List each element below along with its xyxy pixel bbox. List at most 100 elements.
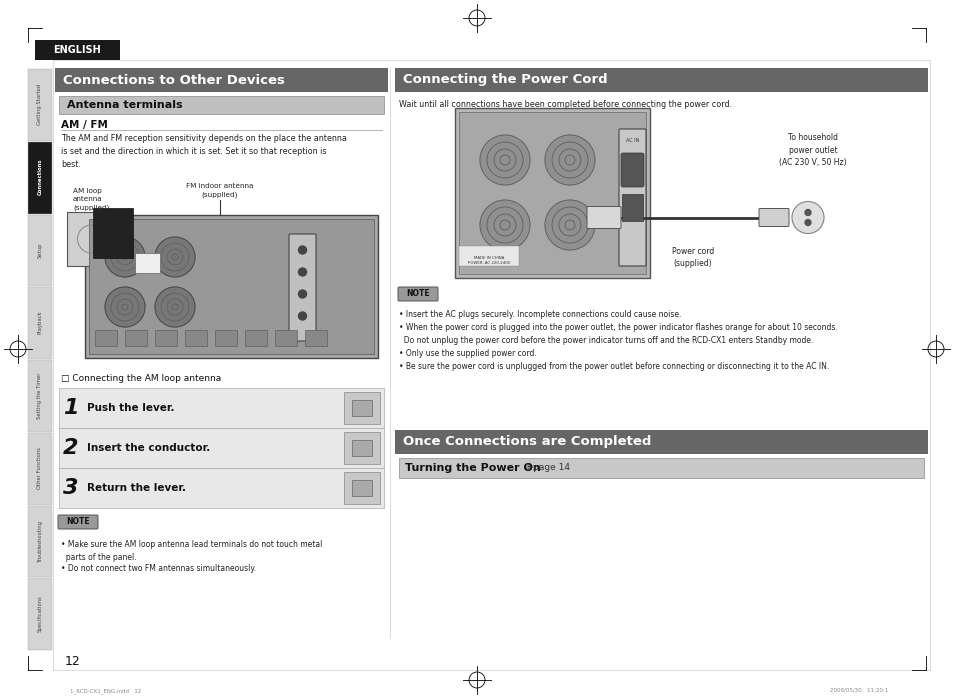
FancyBboxPatch shape <box>458 246 518 266</box>
FancyBboxPatch shape <box>398 458 923 478</box>
Text: ENGLISH: ENGLISH <box>53 45 101 55</box>
Text: Wait until all connections have been completed before connecting the power cord.: Wait until all connections have been com… <box>398 100 731 109</box>
FancyBboxPatch shape <box>395 68 927 92</box>
Text: ⑧page 14: ⑧page 14 <box>524 463 569 473</box>
Circle shape <box>479 135 530 185</box>
Circle shape <box>544 135 595 185</box>
Text: To household
power outlet
(AC 230 V, 50 Hz): To household power outlet (AC 230 V, 50 … <box>779 133 846 168</box>
Text: • When the power cord is plugged into the power outlet, the power indicator flas: • When the power cord is plugged into th… <box>398 323 837 332</box>
Text: Connections to Other Devices: Connections to Other Devices <box>63 73 285 87</box>
Text: Connecting the Power Cord: Connecting the Power Cord <box>402 73 607 87</box>
Text: 1_RCD-CX1_ENG.indd   12: 1_RCD-CX1_ENG.indd 12 <box>70 688 141 694</box>
FancyBboxPatch shape <box>53 60 929 670</box>
FancyBboxPatch shape <box>586 207 620 228</box>
Circle shape <box>154 237 194 277</box>
FancyBboxPatch shape <box>89 219 374 354</box>
Text: AM / FM: AM / FM <box>61 120 108 130</box>
FancyBboxPatch shape <box>305 330 327 346</box>
FancyBboxPatch shape <box>59 468 384 508</box>
Text: Turning the Power On: Turning the Power On <box>405 463 540 473</box>
FancyBboxPatch shape <box>28 69 52 141</box>
FancyBboxPatch shape <box>759 209 788 226</box>
Circle shape <box>105 287 145 327</box>
FancyBboxPatch shape <box>458 112 645 274</box>
FancyBboxPatch shape <box>352 440 372 456</box>
FancyBboxPatch shape <box>59 96 384 114</box>
FancyBboxPatch shape <box>28 142 52 214</box>
Text: Push the lever.: Push the lever. <box>87 403 174 413</box>
FancyBboxPatch shape <box>352 480 372 496</box>
Text: Setup: Setup <box>37 242 43 258</box>
Text: Return the lever.: Return the lever. <box>87 483 186 493</box>
Circle shape <box>804 209 810 216</box>
FancyBboxPatch shape <box>58 515 98 529</box>
Text: NOTE: NOTE <box>406 290 430 299</box>
FancyBboxPatch shape <box>28 288 52 359</box>
Circle shape <box>804 219 810 225</box>
FancyBboxPatch shape <box>154 330 177 346</box>
Text: NOTE: NOTE <box>66 517 90 526</box>
FancyBboxPatch shape <box>344 472 379 504</box>
Text: • Make sure the AM loop antenna lead terminals do not touch metal
  parts of the: • Make sure the AM loop antenna lead ter… <box>61 540 322 561</box>
Text: AC IN: AC IN <box>625 138 639 143</box>
Circle shape <box>298 312 306 320</box>
FancyBboxPatch shape <box>85 215 377 358</box>
FancyBboxPatch shape <box>55 68 388 92</box>
FancyBboxPatch shape <box>35 40 120 60</box>
Text: MADE IN CHINA
POWER: AC 220-240V: MADE IN CHINA POWER: AC 220-240V <box>467 256 510 265</box>
FancyBboxPatch shape <box>28 505 52 577</box>
Text: Do not unplug the power cord before the power indicator turns off and the RCD-CX: Do not unplug the power cord before the … <box>398 336 813 345</box>
Text: Playback: Playback <box>37 311 43 334</box>
FancyBboxPatch shape <box>67 212 116 266</box>
Text: Getting Started: Getting Started <box>37 84 43 125</box>
FancyBboxPatch shape <box>92 208 132 258</box>
Text: Troubleshooting: Troubleshooting <box>37 520 43 562</box>
Circle shape <box>544 200 595 250</box>
FancyBboxPatch shape <box>28 360 52 432</box>
FancyBboxPatch shape <box>185 330 207 346</box>
FancyBboxPatch shape <box>28 433 52 505</box>
Text: Antenna terminals: Antenna terminals <box>67 100 182 110</box>
Text: FM indoor antenna
(supplied): FM indoor antenna (supplied) <box>186 183 253 198</box>
Text: 2008/05/30   11:20:1: 2008/05/30 11:20:1 <box>829 688 887 693</box>
FancyBboxPatch shape <box>59 388 384 428</box>
FancyBboxPatch shape <box>59 428 384 468</box>
Text: Power cord
(supplied): Power cord (supplied) <box>671 248 714 268</box>
Text: • Be sure the power cord is unplugged from the power outlet before connecting or: • Be sure the power cord is unplugged fr… <box>398 362 828 371</box>
FancyBboxPatch shape <box>618 129 645 266</box>
Text: AM loop
antenna
(supplied): AM loop antenna (supplied) <box>73 188 110 211</box>
FancyBboxPatch shape <box>289 234 315 341</box>
Text: • Only use the supplied power cord.: • Only use the supplied power cord. <box>398 349 537 358</box>
FancyBboxPatch shape <box>214 330 236 346</box>
Circle shape <box>298 290 306 298</box>
Circle shape <box>105 237 145 277</box>
FancyBboxPatch shape <box>621 194 642 221</box>
FancyBboxPatch shape <box>344 392 379 424</box>
Text: 2: 2 <box>63 438 79 458</box>
FancyBboxPatch shape <box>245 330 267 346</box>
FancyBboxPatch shape <box>125 330 147 346</box>
Text: • Do not connect two FM antennas simultaneously.: • Do not connect two FM antennas simulta… <box>61 564 255 573</box>
Text: □ Connecting the AM loop antenna: □ Connecting the AM loop antenna <box>61 374 221 383</box>
Text: 12: 12 <box>65 655 81 668</box>
FancyBboxPatch shape <box>397 287 437 301</box>
Text: Connections: Connections <box>37 159 43 195</box>
Text: • Insert the AC plugs securely. Incomplete connections could cause noise.: • Insert the AC plugs securely. Incomple… <box>398 310 680 319</box>
Circle shape <box>298 268 306 276</box>
FancyBboxPatch shape <box>395 430 927 454</box>
Text: Specifications: Specifications <box>37 595 43 632</box>
Text: The AM and FM reception sensitivity depends on the place the antenna
is set and : The AM and FM reception sensitivity depe… <box>61 134 347 169</box>
Text: Other Functions: Other Functions <box>37 447 43 489</box>
Text: 1: 1 <box>63 398 79 418</box>
FancyBboxPatch shape <box>274 330 296 346</box>
FancyBboxPatch shape <box>620 153 643 187</box>
FancyBboxPatch shape <box>28 578 52 650</box>
FancyBboxPatch shape <box>28 214 52 286</box>
Circle shape <box>479 200 530 250</box>
Text: Setting the Timer: Setting the Timer <box>37 372 43 419</box>
Circle shape <box>298 246 306 254</box>
Circle shape <box>154 287 194 327</box>
FancyBboxPatch shape <box>352 400 372 416</box>
Text: Insert the conductor.: Insert the conductor. <box>87 443 210 453</box>
Circle shape <box>791 202 823 234</box>
